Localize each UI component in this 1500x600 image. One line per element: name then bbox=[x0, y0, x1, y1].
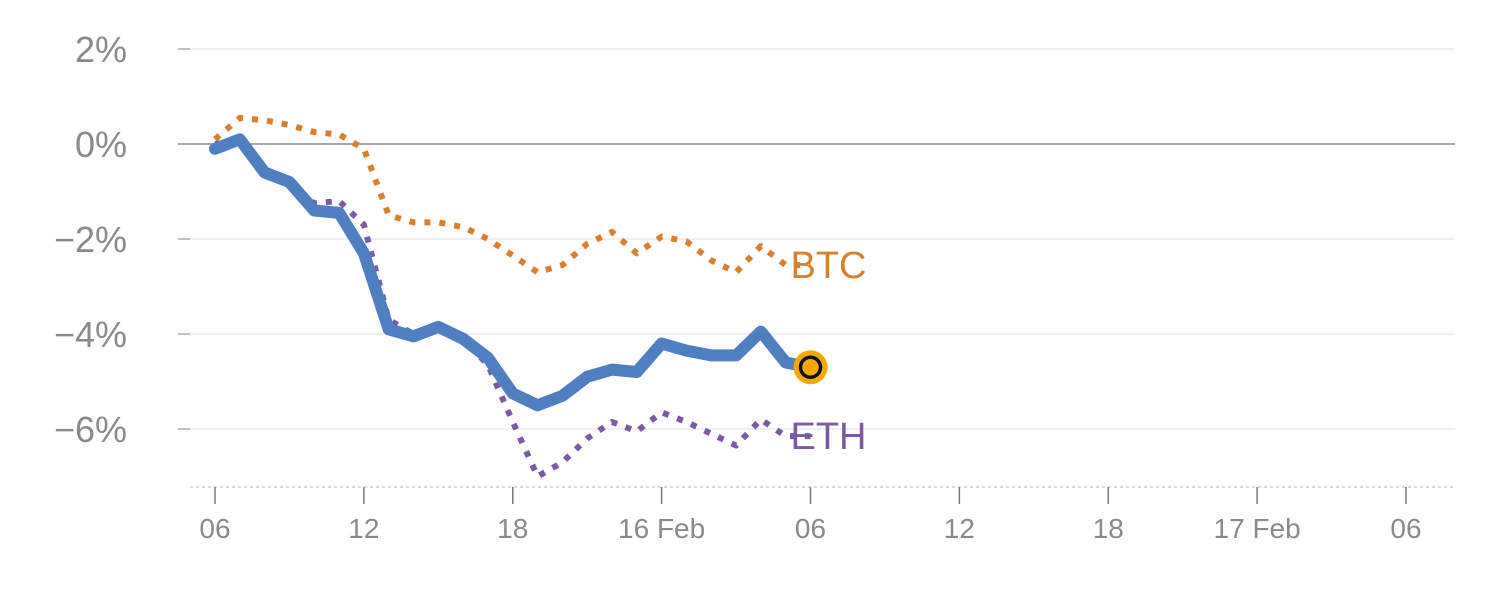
x-tick-label: 18 bbox=[497, 513, 528, 544]
series-lines bbox=[209, 114, 817, 480]
y-tick-label: −4% bbox=[54, 314, 127, 355]
y-axis: 2% 0% −2% −4% −6% bbox=[54, 29, 127, 450]
x-axis: 06 12 18 16 Feb 06 12 18 17 Feb 06 bbox=[190, 486, 1455, 544]
x-tick-label: 18 bbox=[1093, 513, 1124, 544]
x-tick-label: 06 bbox=[199, 513, 230, 544]
btc-series-line bbox=[213, 114, 811, 276]
x-tick-label: 17 Feb bbox=[1214, 513, 1301, 544]
end-marker-dot bbox=[798, 355, 823, 379]
end-marker bbox=[793, 350, 828, 385]
main-series-line bbox=[209, 133, 817, 412]
y-tick-label: −6% bbox=[54, 409, 127, 450]
y-tick-label: 2% bbox=[75, 29, 127, 70]
btc-series-label: BTC bbox=[791, 245, 867, 287]
x-tick-label: 12 bbox=[944, 513, 975, 544]
x-tick-label: 06 bbox=[795, 513, 826, 544]
y-tick-label: 0% bbox=[75, 124, 127, 165]
x-tick-label: 12 bbox=[348, 513, 379, 544]
eth-series-label: ETH bbox=[791, 416, 867, 458]
x-tick-label: 06 bbox=[1390, 513, 1421, 544]
series-labels: BTC ETH bbox=[791, 245, 867, 458]
x-tick-label: 16 Feb bbox=[618, 513, 705, 544]
y-tick-label: −2% bbox=[54, 219, 127, 260]
